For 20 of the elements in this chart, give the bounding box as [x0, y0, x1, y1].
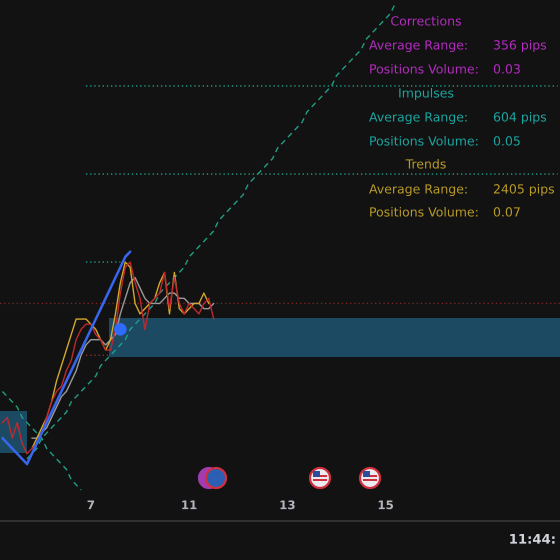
- annotation: 604 pips: [494, 112, 546, 124]
- annotation: Corrections: [391, 16, 461, 26]
- annotation: 0.03: [494, 64, 520, 74]
- x-tick-label: 7: [88, 500, 94, 510]
- annotation: Impulses: [399, 88, 454, 100]
- x-tick-label: 11: [182, 500, 197, 510]
- x-tick-label: 15: [378, 500, 394, 510]
- annotation: Average Range:: [369, 184, 467, 196]
- annotation: Positions Volume:: [370, 136, 478, 146]
- x-tick-label: 13: [280, 500, 295, 510]
- annotation: Trends: [406, 158, 446, 169]
- text: 11:44:: [510, 534, 555, 544]
- annotation: Positions Volume:: [370, 206, 478, 217]
- annotation: 2405 pips: [494, 184, 554, 196]
- annotation: 356 pips: [494, 40, 546, 52]
- annotation: 0.05: [494, 136, 520, 146]
- annotation: 0.07: [494, 207, 520, 217]
- annotation: Average Range:: [369, 40, 467, 52]
- annotation: Positions Volume:: [370, 64, 478, 74]
- annotation: Average Range:: [369, 112, 467, 124]
